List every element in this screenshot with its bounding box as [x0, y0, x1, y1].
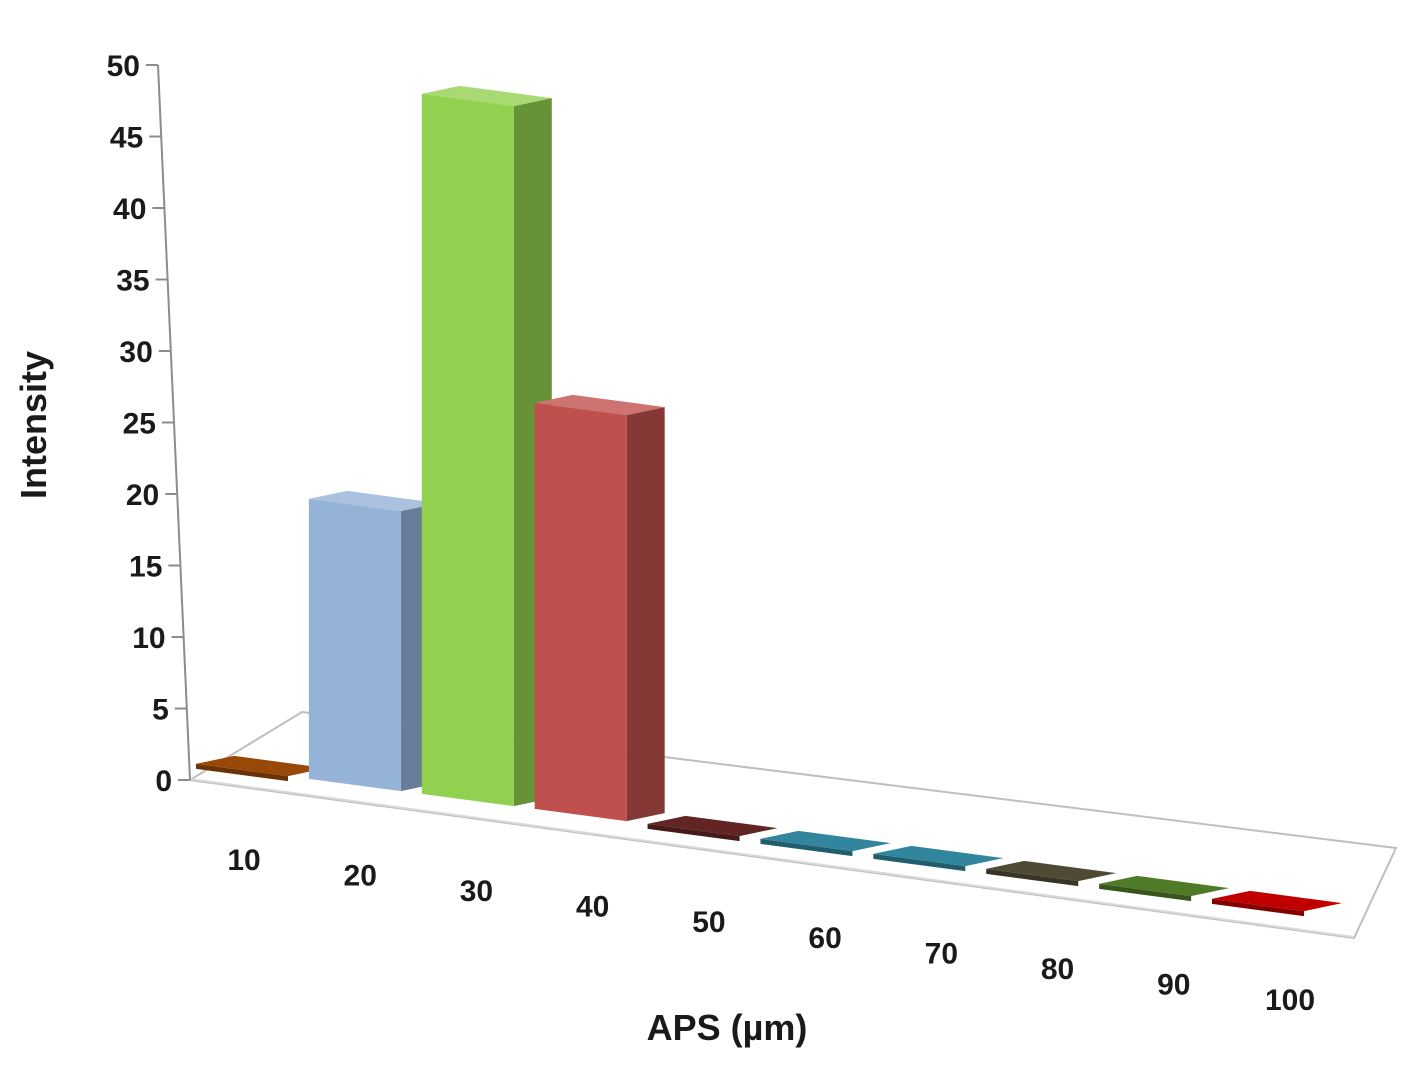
bar-40	[534, 394, 665, 822]
y-tick-label: 50	[107, 50, 140, 83]
y-tick-label: 0	[155, 765, 172, 798]
x-tick-label: 100	[1265, 984, 1315, 1017]
bar-front	[308, 498, 401, 792]
y-axis-title: Intensity	[13, 351, 54, 499]
bar-top	[1212, 890, 1342, 912]
y-tick-label: 25	[123, 408, 156, 441]
y-tick-label: 35	[116, 265, 149, 298]
bar-front	[421, 93, 514, 807]
bar-10	[196, 755, 326, 782]
bar-top	[986, 860, 1117, 882]
bar-top	[308, 490, 439, 512]
bar-edge	[1212, 898, 1304, 917]
y-tick-label: 5	[152, 694, 169, 727]
floor-front-edge	[190, 778, 1354, 938]
bar-edge	[647, 823, 740, 842]
bar-50	[647, 815, 778, 842]
bar-edge	[1099, 883, 1192, 902]
y-tick-label: 20	[126, 479, 159, 512]
bar-top	[647, 815, 778, 837]
bar-20	[308, 490, 439, 792]
x-tick-label: 60	[808, 922, 841, 955]
bar-edge	[873, 853, 966, 872]
bar-top	[534, 394, 665, 416]
bar-30	[421, 85, 552, 807]
x-axis-title: APS (µm)	[647, 1007, 808, 1048]
bar-top	[1099, 875, 1230, 897]
bar-top	[760, 830, 891, 852]
y-tick-label: 40	[113, 193, 146, 226]
x-tick-label: 10	[227, 844, 260, 877]
y-tick-label: 10	[132, 622, 165, 655]
x-tick-label: 20	[344, 860, 377, 893]
bars	[196, 85, 1342, 917]
bar-front	[534, 402, 627, 822]
x-tick-label: 90	[1157, 968, 1190, 1001]
bar-60	[760, 830, 891, 857]
bar-100	[1212, 890, 1342, 917]
bar-side	[626, 407, 665, 822]
y-tick-label: 45	[110, 122, 143, 155]
x-tick-label: 40	[576, 891, 609, 924]
x-tick-label: 70	[925, 937, 958, 970]
y-axis: 0 5 10 15 20 25 30 35 40 45 50	[107, 50, 191, 798]
y-ticks: 0 5 10 15 20 25 30 35 40 45 50	[107, 50, 190, 798]
y-tick-label: 15	[129, 551, 162, 584]
x-ticks: 10 20 30 40 50 60 70 80 90 100	[227, 844, 1315, 1017]
bar-top	[873, 845, 1004, 867]
x-tick-label: 50	[692, 906, 725, 939]
bar-70	[873, 845, 1004, 872]
bar-90	[1099, 875, 1230, 902]
bar-edge	[986, 868, 1079, 887]
bar-80	[986, 860, 1117, 887]
y-tick-label: 30	[119, 336, 152, 369]
x-tick-label: 80	[1041, 953, 1074, 986]
x-tick-label: 30	[460, 875, 493, 908]
bar-edge	[760, 838, 853, 857]
bar-edge	[196, 763, 288, 782]
bar-top	[196, 755, 326, 777]
bar-top	[421, 85, 552, 107]
